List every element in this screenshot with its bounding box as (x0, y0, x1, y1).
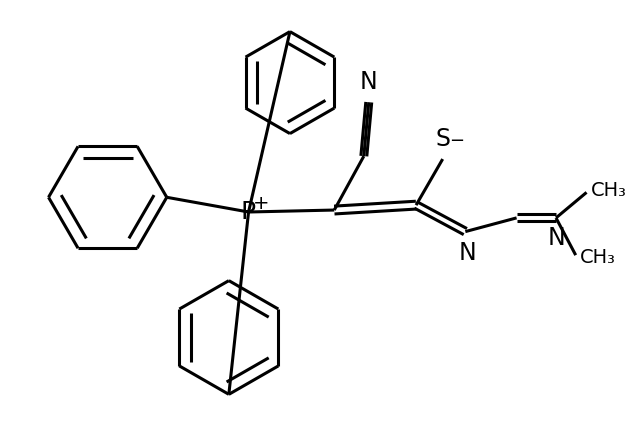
Text: S: S (435, 127, 450, 151)
Text: N: N (360, 70, 378, 95)
Text: CH₃: CH₃ (591, 181, 627, 200)
Text: N: N (547, 226, 565, 250)
Text: CH₃: CH₃ (580, 248, 616, 267)
Text: N: N (458, 241, 476, 265)
Text: −: − (449, 132, 464, 151)
Text: +: + (253, 194, 269, 213)
Text: P: P (241, 200, 256, 224)
